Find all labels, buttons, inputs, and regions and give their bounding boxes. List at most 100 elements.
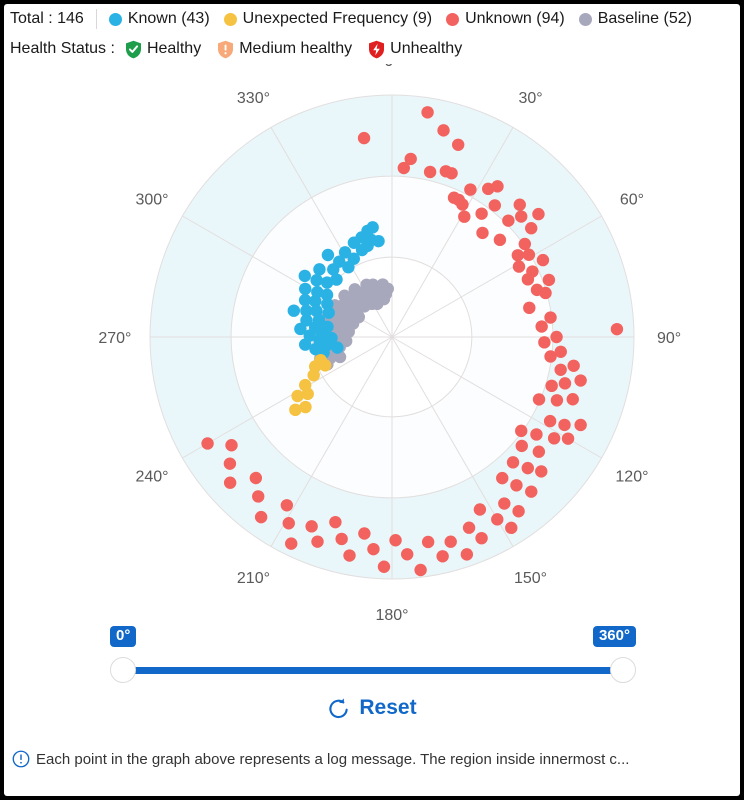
- data-point[interactable]: [532, 393, 546, 406]
- data-point[interactable]: [445, 167, 458, 180]
- data-point[interactable]: [333, 350, 347, 364]
- data-point[interactable]: [299, 338, 312, 351]
- data-point[interactable]: [476, 226, 489, 240]
- data-point[interactable]: [473, 503, 487, 516]
- data-point[interactable]: [322, 306, 335, 319]
- data-point[interactable]: [367, 542, 380, 556]
- data-point[interactable]: [298, 269, 311, 283]
- data-point[interactable]: [329, 515, 342, 529]
- data-point[interactable]: [318, 359, 332, 372]
- data-point[interactable]: [289, 403, 302, 417]
- data-point[interactable]: [525, 485, 538, 498]
- data-point[interactable]: [301, 387, 314, 401]
- polar-scatter-plot[interactable]: 0° 30° 60° 90° 120° 150° 180° 210° 240° 270° 300° 3…: [4, 64, 740, 624]
- data-point[interactable]: [320, 276, 334, 289]
- data-point[interactable]: [299, 282, 312, 296]
- legend-item-unexpected-frequency[interactable]: Unexpected Frequency (9): [223, 10, 432, 28]
- legend-item-known[interactable]: Known (43): [108, 10, 210, 28]
- data-point[interactable]: [307, 368, 320, 382]
- data-point[interactable]: [567, 359, 580, 372]
- data-point[interactable]: [475, 207, 488, 220]
- data-point[interactable]: [488, 199, 502, 212]
- data-point[interactable]: [515, 210, 528, 223]
- data-point[interactable]: [498, 497, 511, 510]
- data-point[interactable]: [523, 301, 536, 315]
- data-point[interactable]: [327, 263, 340, 276]
- data-point[interactable]: [522, 248, 536, 261]
- data-point[interactable]: [521, 461, 534, 475]
- data-point[interactable]: [554, 345, 567, 358]
- slider-handle-max[interactable]: [610, 657, 636, 683]
- data-point[interactable]: [521, 273, 535, 286]
- data-point[interactable]: [338, 246, 352, 259]
- data-point[interactable]: [298, 293, 312, 307]
- data-point[interactable]: [574, 418, 587, 432]
- data-point[interactable]: [462, 521, 476, 534]
- data-point[interactable]: [397, 161, 411, 175]
- data-point[interactable]: [491, 180, 504, 193]
- data-point[interactable]: [535, 465, 548, 478]
- data-point[interactable]: [372, 234, 385, 248]
- data-point[interactable]: [464, 183, 477, 196]
- data-point[interactable]: [502, 214, 515, 227]
- data-point[interactable]: [512, 260, 526, 273]
- data-point[interactable]: [423, 165, 437, 179]
- data-point[interactable]: [544, 350, 557, 363]
- data-point[interactable]: [421, 535, 435, 549]
- data-point[interactable]: [532, 207, 545, 221]
- polar-chart-container[interactable]: 0° 30° 60° 90° 120° 150° 180° 210° 240° 270° 300° 3…: [4, 64, 740, 624]
- data-point[interactable]: [343, 549, 356, 562]
- data-point[interactable]: [558, 418, 571, 432]
- data-point[interactable]: [491, 513, 504, 526]
- data-point[interactable]: [513, 198, 526, 211]
- data-point[interactable]: [547, 432, 561, 445]
- data-point[interactable]: [532, 445, 546, 458]
- data-point[interactable]: [610, 322, 624, 336]
- data-point[interactable]: [421, 106, 434, 119]
- data-point[interactable]: [358, 527, 371, 540]
- data-point[interactable]: [357, 131, 371, 145]
- data-point[interactable]: [436, 550, 449, 563]
- data-point[interactable]: [535, 320, 548, 333]
- data-point[interactable]: [223, 476, 237, 489]
- data-point[interactable]: [437, 124, 450, 137]
- data-point[interactable]: [558, 377, 572, 390]
- data-point[interactable]: [566, 393, 579, 406]
- data-point[interactable]: [518, 237, 532, 251]
- data-point[interactable]: [506, 456, 520, 469]
- data-point[interactable]: [574, 374, 587, 387]
- data-point[interactable]: [554, 363, 567, 376]
- data-point[interactable]: [536, 253, 550, 267]
- data-point[interactable]: [451, 138, 465, 151]
- data-point[interactable]: [335, 532, 348, 546]
- data-point[interactable]: [223, 457, 237, 470]
- data-point[interactable]: [544, 311, 557, 324]
- data-point[interactable]: [321, 248, 335, 262]
- data-point[interactable]: [543, 414, 557, 428]
- reset-button[interactable]: Reset: [321, 695, 422, 721]
- data-point[interactable]: [342, 261, 355, 274]
- data-point[interactable]: [300, 304, 313, 318]
- data-point[interactable]: [550, 394, 564, 407]
- data-point[interactable]: [505, 521, 518, 535]
- data-point[interactable]: [249, 471, 263, 485]
- data-point[interactable]: [225, 439, 238, 452]
- slider-track[interactable]: [128, 667, 616, 674]
- data-point[interactable]: [525, 222, 538, 235]
- data-point[interactable]: [460, 548, 474, 561]
- data-point[interactable]: [310, 274, 323, 287]
- data-point[interactable]: [330, 273, 343, 286]
- data-point[interactable]: [561, 432, 575, 445]
- data-point[interactable]: [511, 249, 525, 262]
- data-point[interactable]: [542, 273, 556, 287]
- data-point[interactable]: [294, 322, 307, 336]
- data-point[interactable]: [389, 534, 402, 547]
- data-point[interactable]: [515, 439, 528, 453]
- data-point[interactable]: [550, 330, 563, 344]
- data-point[interactable]: [510, 479, 523, 492]
- data-point[interactable]: [366, 221, 379, 234]
- data-point[interactable]: [539, 286, 552, 300]
- data-point[interactable]: [530, 428, 543, 441]
- data-point[interactable]: [313, 263, 326, 276]
- data-point[interactable]: [538, 336, 551, 349]
